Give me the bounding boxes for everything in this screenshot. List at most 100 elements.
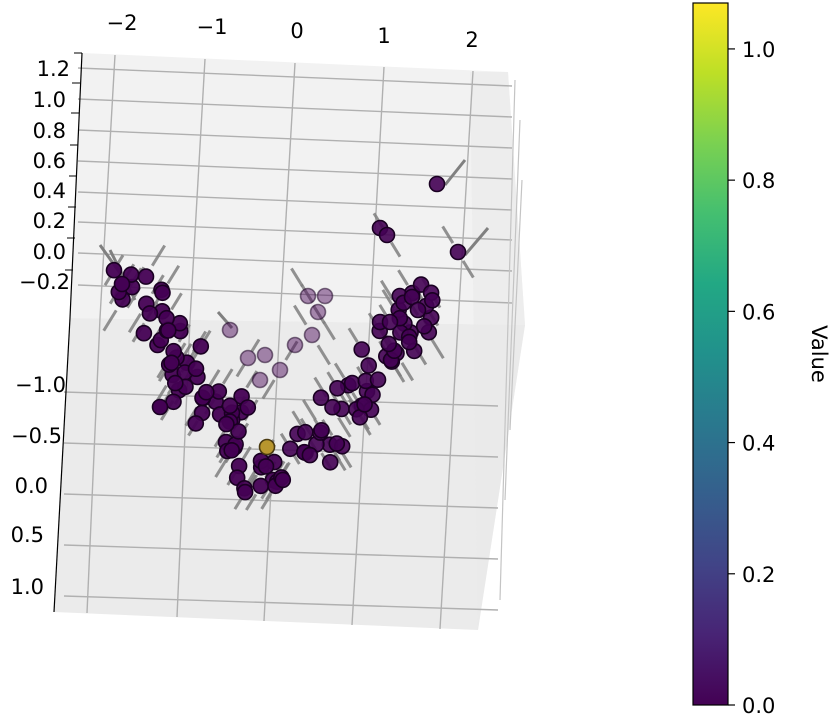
scatter-point [230, 423, 247, 440]
scatter-point [316, 287, 334, 305]
grid-lines [63, 54, 523, 630]
grid-line-z [77, 252, 513, 272]
scatter-point [154, 284, 171, 302]
grid-line-x [457, 70, 474, 325]
grid-line-z [77, 67, 513, 87]
grid-line-z [77, 221, 513, 241]
error-bar [316, 344, 331, 366]
error-bar [291, 410, 303, 426]
side-pane [470, 72, 525, 630]
scatter-point [187, 415, 205, 432]
scatter-point [135, 324, 153, 342]
error-bar [214, 458, 228, 478]
grid-line-y [63, 442, 499, 458]
scatter-point [236, 483, 254, 501]
error-bar [390, 241, 402, 258]
scatter-point [187, 360, 205, 378]
scatter-point [252, 477, 270, 495]
axis-lines [53, 52, 83, 613]
scatter-point [409, 301, 427, 319]
error-bar [293, 304, 308, 326]
z-tick-label: 0.4 [33, 179, 66, 203]
z-tick-label: −0.2 [19, 270, 70, 294]
grid-line-z [77, 98, 513, 118]
error-bar [400, 362, 415, 382]
scatter-point [360, 357, 378, 374]
scatter-point [313, 421, 330, 439]
z-tick-labels: −0.2 0.0 0.2 0.4 0.6 0.8 1.0 1.2 [19, 52, 82, 294]
error-bar [322, 320, 336, 341]
error-bar [216, 311, 234, 329]
scatter-point [105, 261, 123, 279]
colorbar-tick-label: 0.0 [742, 694, 775, 715]
grid-line-z [77, 191, 513, 211]
scatter-point [356, 396, 373, 413]
grid-line-z [77, 160, 513, 180]
scatter-point [160, 322, 177, 339]
x-tick-labels: −2 −1 0 1 2 [107, 11, 479, 52]
error-bar [379, 279, 395, 301]
error-bar [429, 336, 445, 360]
error-bar [245, 493, 258, 511]
colorbar-ticks: 0.0 0.2 0.4 0.6 0.8 1.0 [728, 38, 775, 715]
scatter-point [221, 321, 239, 339]
colorbar-tick-label: 0.2 [742, 563, 775, 587]
scatter-point [329, 379, 346, 397]
y-tick-label: 0.0 [15, 474, 48, 498]
error-bar [221, 368, 234, 385]
y-tick-label: 1.0 [11, 575, 44, 599]
grid-line-x [279, 62, 296, 322]
error-bar [150, 244, 166, 267]
error-bar [362, 422, 372, 436]
scatter-point [218, 415, 235, 433]
scatter-point [251, 371, 269, 389]
scatter-point [309, 303, 327, 321]
scatter-point [324, 398, 341, 416]
grid-line-y [63, 493, 499, 509]
error-bar [290, 267, 304, 288]
grid-line-x [189, 58, 206, 321]
scatter-point [428, 175, 446, 193]
z-tick-label: 0.2 [33, 209, 66, 233]
scatter-point [198, 383, 215, 401]
y-tick-label: −0.5 [11, 424, 62, 448]
grid-line-side [499, 79, 516, 601]
error-bar [337, 416, 352, 438]
x-tick-label: −1 [197, 15, 228, 39]
error-bar [127, 312, 142, 334]
error-bar [233, 497, 243, 510]
scatter-point [296, 423, 314, 441]
error-bar [235, 363, 246, 378]
z-tick-label: 0.8 [33, 119, 66, 143]
scatter-point [137, 268, 155, 285]
y-tick-label: 0.5 [11, 523, 44, 547]
z-tick-label: 1.0 [33, 88, 66, 112]
scatter-point [271, 361, 289, 379]
scatter-point [380, 335, 398, 353]
grid-line-x [99, 54, 116, 319]
floor-pane [54, 318, 525, 630]
scatter-point [449, 243, 467, 261]
grid-line-y [63, 595, 499, 611]
scatter-point [167, 374, 184, 392]
x-tick-label: 1 [377, 24, 390, 48]
scatter-points [105, 175, 467, 501]
scatter-point [423, 291, 441, 309]
error-bar [461, 260, 475, 279]
scatter-point [239, 349, 257, 367]
scatter-point [312, 389, 330, 407]
scatter-point [151, 398, 169, 416]
y-tick-labels: −1.0 −0.5 0.0 0.5 1.0 [11, 373, 66, 599]
error-bar [326, 371, 336, 384]
colorbar-tick-label: 0.8 [742, 169, 775, 193]
y-tick-label: −1.0 [15, 373, 66, 397]
scatter-point [303, 326, 321, 344]
scatter-point [223, 441, 240, 459]
scatter-point [256, 346, 274, 364]
error-bar [347, 327, 359, 343]
error-bar [102, 309, 118, 332]
error-bar [397, 269, 409, 286]
colorbar-tick-label: 1.0 [742, 38, 775, 62]
scatter-point [239, 399, 257, 416]
